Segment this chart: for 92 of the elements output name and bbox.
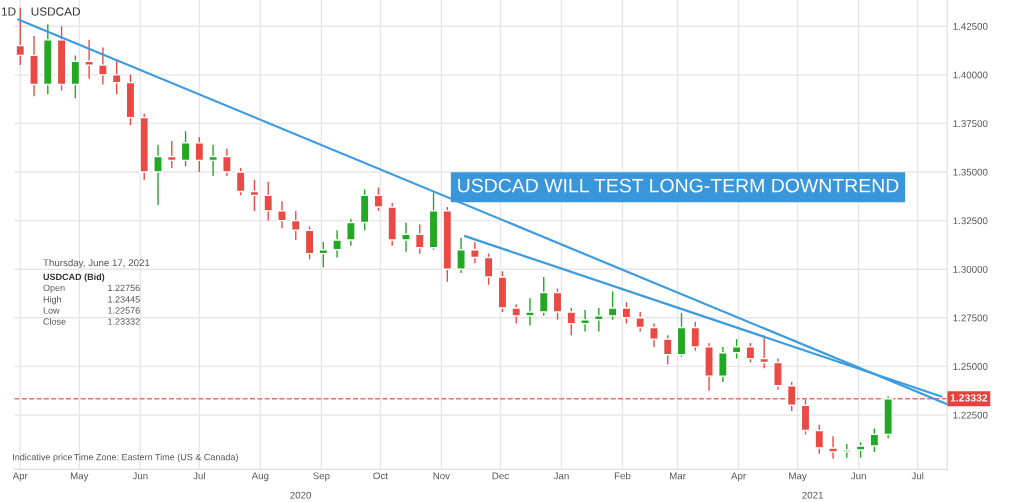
y-tick-label: 1.37500 <box>953 120 988 128</box>
annotation: 1.22756 <box>108 284 140 292</box>
candlestick <box>745 342 756 364</box>
candlestick <box>290 210 301 241</box>
candlestick <box>249 179 260 212</box>
y-tick-label: 1.22500 <box>953 411 988 419</box>
y-tick-label: 1.40000 <box>953 71 988 79</box>
candlestick <box>180 130 191 167</box>
x-tick-label: Aug <box>251 472 269 482</box>
candlestick <box>511 303 522 325</box>
candlestick <box>828 435 838 460</box>
y-tick-label: 1.25000 <box>953 363 988 370</box>
annotation: High <box>43 295 61 305</box>
annotation: 1D <box>1 7 16 16</box>
candlestick <box>552 287 563 321</box>
annotation: Low <box>43 307 60 314</box>
candlestick <box>607 290 618 321</box>
candlestick <box>70 54 81 99</box>
candlestick <box>635 311 646 333</box>
x-tick-label: Jul <box>193 472 205 480</box>
candlestick <box>580 309 590 333</box>
x-tick-label: Dec <box>492 472 509 480</box>
y-tick-label: 1.27500 <box>953 314 988 322</box>
x-tick-label: Nov <box>433 472 451 480</box>
annotation: USDCAD WILL TEST LONG-TERM DOWNTREND <box>458 178 899 193</box>
candlestick <box>153 144 163 206</box>
candlestick <box>235 167 246 197</box>
candlestick <box>373 186 384 212</box>
candlestick <box>842 443 852 459</box>
candlestick <box>470 241 480 265</box>
x-tick-label: Apr <box>12 472 28 482</box>
candlestick <box>15 7 26 66</box>
x-tick-label: Jan <box>553 472 569 480</box>
candlestick <box>731 338 742 360</box>
y-tick-label: 1.35000 <box>953 168 988 176</box>
x-tick-label: Feb <box>614 472 631 480</box>
annotation: Open <box>43 284 65 293</box>
chart-title: USDCAD <box>31 7 81 16</box>
x-tick-label: May <box>789 472 807 482</box>
candlestick <box>869 427 880 453</box>
candlestick <box>414 223 425 255</box>
candlestick <box>222 147 232 177</box>
y-tick-label: 1.30000 <box>953 265 988 273</box>
x-tick-label: Apr <box>731 472 746 482</box>
candlestick <box>277 200 287 230</box>
text: 2021 <box>802 491 823 499</box>
candlestick <box>166 140 177 169</box>
x-tick-label: Jun <box>850 472 866 480</box>
annotation: 1.23445 <box>108 296 140 303</box>
x-tick-label: Jul <box>911 472 924 480</box>
candlestick <box>690 320 701 352</box>
candlestick <box>566 307 577 336</box>
x-tick-label: Sep <box>313 472 330 482</box>
candlestick <box>208 144 218 177</box>
candlestick <box>662 334 673 366</box>
text: 2020 <box>290 491 312 499</box>
candlestick <box>525 297 535 327</box>
candlestick <box>814 423 825 455</box>
annotation: Close <box>43 318 66 325</box>
candlestick <box>304 225 315 261</box>
annotation: 1.22576 <box>108 307 140 314</box>
candlestick <box>649 322 659 348</box>
annotation: USDCAD (Bid) <box>43 273 105 282</box>
ref-line-label: 1.23332 <box>950 394 988 402</box>
candlestick <box>318 241 329 268</box>
candlestick <box>759 334 769 369</box>
annotation: Indicative price <box>13 453 73 463</box>
candlestick <box>483 252 494 286</box>
x-tick-label: May <box>70 472 89 482</box>
y-tick-label: 1.42500 <box>953 22 988 30</box>
y-tick-label: 1.32500 <box>953 217 988 225</box>
candlestick <box>332 229 342 259</box>
candlestick <box>621 301 632 325</box>
candlestick <box>786 381 797 412</box>
x-tick-label: Oct <box>373 472 388 480</box>
x-tick-label: Jun <box>132 472 148 480</box>
candlestick <box>594 307 604 333</box>
annotation: 1.23332 <box>108 318 140 325</box>
candlestick <box>84 39 94 80</box>
annotation: Time Zone: Eastern Time (US & Canada) <box>73 453 238 463</box>
annotation: Thursday, June 17, 2021 <box>43 259 150 269</box>
candlestick <box>346 217 356 247</box>
candlestick <box>194 136 205 173</box>
candlestick <box>401 221 411 253</box>
candlestick <box>718 346 728 383</box>
candlestick <box>98 46 108 86</box>
candlestick <box>263 181 274 222</box>
x-tick-label: Mar <box>670 472 686 480</box>
candlestick <box>111 58 122 95</box>
candlestick <box>773 357 783 391</box>
candlestick <box>456 237 466 274</box>
candlestick <box>538 276 549 317</box>
